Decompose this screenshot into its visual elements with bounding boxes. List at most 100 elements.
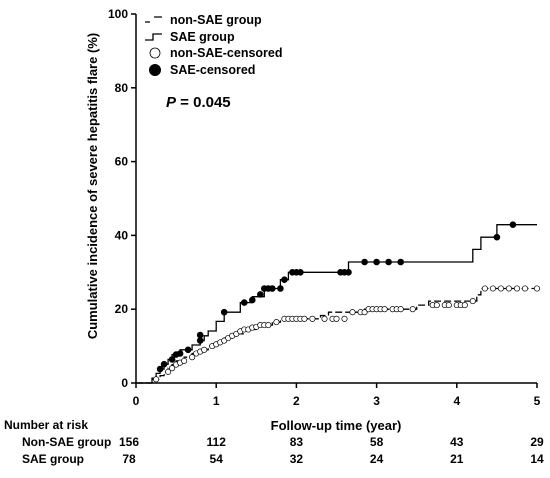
legend-label-non-sae-group: non-SAE group [170,13,262,27]
censor-marker-sae-group-23 [361,258,368,266]
censor-marker-non-sae-group-1 [165,368,172,375]
censor-marker-non-sae-group-36 [341,315,348,322]
legend-symbol-non-sae-group [145,16,162,23]
censor-marker-sae-group-16 [281,276,288,284]
legend-symbol-sae-censored [149,64,161,76]
x-tick-label-0: 0 [133,394,140,408]
censor-marker-non-sae-group-25 [273,319,280,326]
censor-marker-sae-group-2 [168,356,176,363]
risk-row-label-sae-group: SAE group [22,452,84,466]
censor-marker-non-sae-group-60 [505,285,512,292]
censor-marker-sae-group-0 [156,365,164,373]
p-value-rest: = 0.045 [176,94,231,111]
legend-label-sae-censored: SAE-censored [170,63,255,77]
censor-marker-non-sae-group-59 [497,285,504,292]
risk-count-sae-group-1: 54 [210,452,224,466]
censor-marker-sae-group-4 [176,350,184,357]
censor-marker-non-sae-group-35 [333,315,340,322]
censor-marker-non-sae-group-55 [461,302,468,309]
censor-marker-non-sae-group-56 [469,298,476,305]
censor-marker-sae-group-11 [256,291,264,298]
y-tick-label-20: 20 [115,302,129,316]
axes: 0 20 40 60 80 100 0 1 2 3 4 5 [108,7,541,408]
censor-marker-sae-group-24 [373,258,380,266]
x-tick-label-2: 2 [293,394,300,408]
y-tick-label-40: 40 [115,228,129,242]
censor-marker-sae-group-6 [196,337,204,344]
censor-marker-sae-group-1 [160,360,168,368]
curve-sae-group [136,224,537,384]
censor-marker-sae-group-10 [249,296,256,304]
censor-marker-sae-group-5 [184,346,192,354]
censor-marker-non-sae-group-0 [153,376,160,383]
censor-marker-sae-group-19 [297,268,304,276]
censor-marker-non-sae-group-62 [521,285,529,292]
y-axis-title: Cumulative incidence of severe hepatitis… [85,33,100,339]
censor-marker-non-sae-group-33 [321,315,328,322]
risk-count-sae-group-5: 14 [530,452,544,466]
censor-marker-sae-group-7 [196,331,204,339]
censor-marker-non-sae-group-61 [513,285,521,292]
x-tick-label-3: 3 [373,394,380,408]
y-tick-label-80: 80 [115,81,129,95]
y-tick-label-100: 100 [108,7,128,21]
censor-marker-non-sae-group-32 [309,315,316,322]
censor-marker-sae-group-22 [345,268,352,276]
censor-marker-non-sae-group-58 [489,285,496,292]
risk-row-label-non-sae-group: Non-SAE group [22,435,111,449]
curve-non-sae-group [136,287,537,384]
censor-marker-non-sae-group-37 [349,309,356,316]
censor-marker-non-sae-group-48 [409,306,416,313]
risk-count-non-sae-group-3: 58 [370,435,384,449]
legend-label-sae-group: SAE group [170,30,235,44]
censor-marker-sae-group-15 [277,285,284,292]
risk-count-sae-group-3: 24 [370,452,384,466]
legend-symbol-sae-group [145,33,162,41]
x-tick-label-1: 1 [213,394,220,408]
censor-marker-non-sae-group-63 [533,285,541,292]
p-value-italic: P [166,94,177,111]
x-tick-label-4: 4 [453,394,460,408]
censor-markers [153,221,541,383]
risk-table: Number at risk Non-SAE group 156 112 83 58 43 2… [4,418,544,466]
curves [136,224,537,384]
censor-marker-non-sae-group-5 [181,357,188,364]
risk-count-sae-group-4: 21 [450,452,464,466]
censor-marker-non-sae-group-52 [445,302,452,309]
risk-table-heading: Number at risk [4,418,88,432]
risk-count-non-sae-group-4: 43 [450,435,464,449]
x-axis-title: Follow-up time (year) [271,418,402,433]
censor-marker-non-sae-group-50 [433,302,440,309]
censor-marker-sae-group-27 [493,233,501,241]
censor-marker-sae-group-25 [385,258,392,266]
censor-marker-sae-group-28 [509,221,517,229]
y-tick-label-0: 0 [121,376,128,390]
censor-marker-non-sae-group-24 [265,322,272,329]
censor-marker-non-sae-group-47 [397,306,404,313]
censor-marker-sae-group-9 [241,299,248,306]
censor-marker-sae-group-26 [397,258,405,266]
risk-count-non-sae-group-2: 83 [290,435,304,449]
censor-marker-sae-group-8 [220,308,228,316]
censor-marker-non-sae-group-2 [169,365,176,372]
censor-marker-non-sae-group-57 [481,285,488,292]
risk-count-sae-group-0: 78 [122,452,136,466]
censor-marker-non-sae-group-44 [381,306,388,313]
legend-label-non-sae-censored: non-SAE-censored [170,46,283,60]
risk-count-non-sae-group-0: 156 [119,435,139,449]
censor-marker-non-sae-group-9 [201,346,208,353]
censor-marker-non-sae-group-6 [189,354,196,361]
legend-symbol-non-sae-censored [149,47,161,59]
risk-count-non-sae-group-5: 29 [530,435,544,449]
x-tick-label-5: 5 [534,394,541,408]
censor-marker-non-sae-group-31 [301,315,308,322]
risk-count-non-sae-group-1: 112 [207,435,227,449]
censor-marker-non-sae-group-39 [361,309,368,316]
legend: non-SAE group SAE group non-SAE-censored SA… [145,13,283,77]
y-tick-label-60: 60 [115,155,129,169]
censor-marker-sae-group-14 [268,285,276,292]
risk-count-sae-group-2: 32 [290,452,304,466]
p-value-annotation: P = 0.045 [166,94,231,111]
